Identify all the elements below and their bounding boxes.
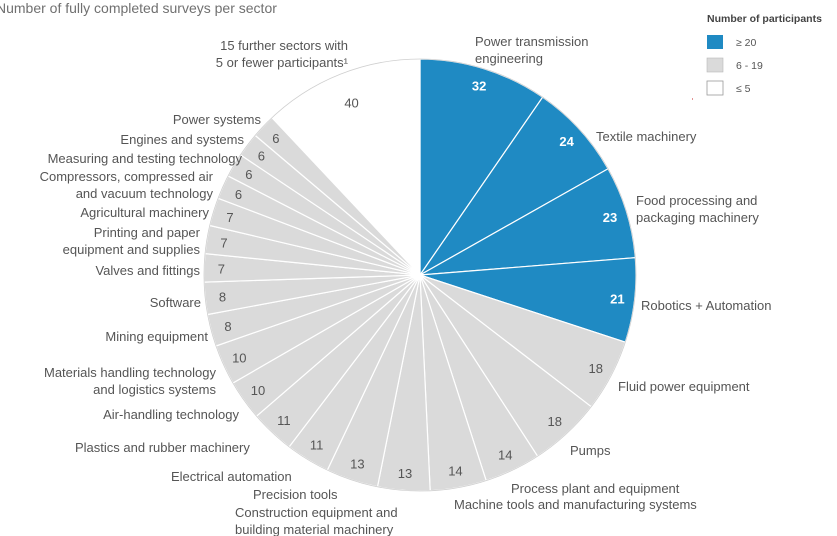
slice-value-label: 14 [448,464,462,479]
slice-value-label: 24 [559,134,574,149]
slice-category-label: Valves and fittings [95,263,200,278]
slice-value-label: 7 [220,235,227,250]
slice-value-label: 18 [588,361,602,376]
legend-swatch-mid [706,57,724,73]
slice-category-label: Compressors, compressed air and vacuum te… [40,169,214,201]
legend-swatch-high [707,35,723,49]
slice-value-label: 6 [258,148,265,163]
legend-label-high: ≥ 20 [736,37,757,49]
slice-category-label: Printing and paper equipment and supplies [63,225,201,257]
pie-outline [203,58,637,492]
pie-slices [203,58,637,492]
slice-category-label: Machine tools and manufacturing systems [454,497,697,512]
slice-category-label: Food processing and packaging machinery [636,193,759,225]
slice-value-label: 6 [272,131,279,146]
slice-value-label: 11 [310,438,324,453]
slice-value-label: 21 [610,291,624,306]
slice-category-label: Electrical automation [171,469,292,484]
slice-category-label: Construction equipment and building mater… [235,505,398,536]
slice-category-label: 15 further sectors with 5 or fewer partic… [216,38,349,70]
slice-category-label: Power systems [173,112,262,127]
slice-category-label: Textile machinery [596,129,697,144]
slice-value-label: 6 [235,187,242,202]
slice-value-label: 14 [498,448,512,463]
slice-value-label: 18 [548,414,562,429]
slice-category-label: Agricultural machinery [80,205,209,220]
slice-category-label: Plastics and rubber machinery [75,440,250,455]
slice-value-label: 10 [251,383,265,398]
legend-title: Number of participants [707,13,822,25]
slice-value-label: 40 [344,95,358,110]
slice-category-label: Software [150,295,201,310]
slice-category-label: Process plant and equipment [511,481,680,496]
chart-title: Number of fully completed surveys per se… [0,0,277,16]
slice-value-label: 10 [232,351,246,366]
slice-value-label: 7 [226,210,233,225]
legend-swatch-low [706,80,724,96]
slice-value-label: 23 [603,210,617,225]
legend-label-mid: 6 - 19 [736,60,763,72]
slice-value-label: 8 [224,319,231,334]
slice-value-label: 11 [277,413,291,428]
slice-category-label: Precision tools [253,487,338,502]
slice-value-label: 8 [219,290,226,305]
slice-category-label: Power transmission engineering [475,34,588,66]
slice-value-label: 7 [218,261,225,276]
slice-category-label: Fluid power equipment [618,379,750,394]
slice-category-label: Mining equipment [105,329,208,344]
slice-value-label: 13 [350,457,364,472]
slice-category-label: Measuring and testing technology [48,151,243,166]
slice-value-label: 13 [398,466,412,481]
legend: Number of participants ≥ 20 6 - 19 ≤ 5 [692,13,822,100]
slice-value-label: 6 [245,167,252,182]
slice-value-label: 32 [472,78,486,93]
pie-category-labels: Power transmission engineering Textile mac… [40,34,772,536]
slice-category-label: Engines and systems [120,132,244,147]
slice-category-label: Air-handling technology [103,407,239,422]
legend-label-low: ≤ 5 [736,83,751,95]
slice-category-label: Robotics + Automation [641,298,771,313]
slice-category-label: Materials handling technology and logisti… [44,365,216,397]
slice-category-label: Pumps [570,443,611,458]
